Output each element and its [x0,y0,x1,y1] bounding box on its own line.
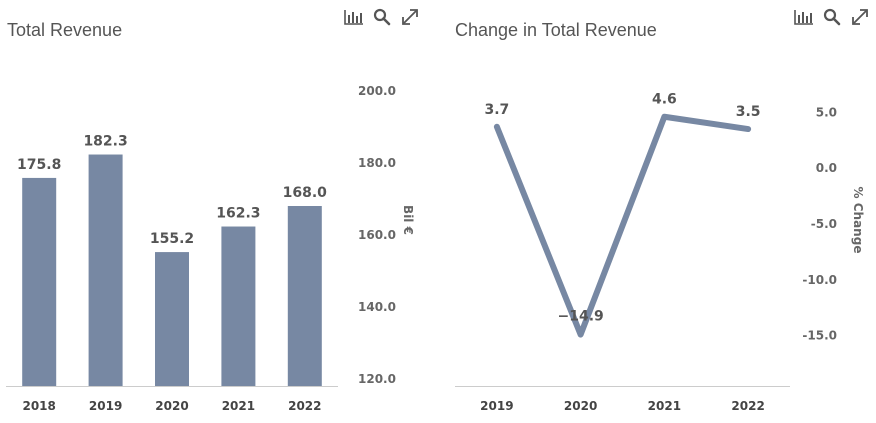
series-line [493,113,752,338]
y-tick-label: -5.0 [811,217,837,231]
chart-toolbar [793,7,871,27]
search-icon[interactable] [821,7,843,27]
y-tick-label: 180.0 [358,156,396,170]
bar-2022 [287,206,322,386]
y-tick-label: 5.0 [816,105,837,119]
change-panel: Change in Total Revenue 3.7 2019 −14.9 2020… [438,0,876,423]
x-tick-2018: 2018 [22,399,55,413]
x-tick-2019: 2019 [480,399,513,413]
x-tick-2020: 2020 [155,399,188,413]
x-tick-2022: 2022 [288,399,321,413]
chart-toolbar [343,7,421,27]
bar-chart-icon[interactable] [343,7,365,27]
y-tick-label: 200.0 [358,84,396,98]
bar-2020 [155,252,189,386]
x-tick-2019: 2019 [89,399,122,413]
y-tick-label: -15.0 [802,329,837,343]
y-axis-label: % Change [851,187,865,254]
data-label-2019: 182.3 [83,134,127,150]
x-tick-2022: 2022 [731,399,764,413]
expand-icon[interactable] [399,7,421,27]
data-label-2020: −14.9 [557,309,603,325]
y-tick-label: 120.0 [358,372,396,386]
total-revenue-panel: Total Revenue 175.8 2018 182.3 2019 155.2 202… [6,7,421,413]
expand-icon[interactable] [849,7,871,27]
chart-title: Change in Total Revenue [455,20,657,40]
bar-chart-icon[interactable] [793,7,815,27]
y-tick-label: 160.0 [358,228,396,242]
x-tick-2021: 2021 [648,399,681,413]
data-label-2021: 162.3 [216,206,260,222]
y-tick-label: -10.0 [802,273,837,287]
data-label-2019: 3.7 [484,102,509,118]
x-tick-2021: 2021 [222,399,255,413]
data-label-2022: 3.5 [736,104,761,120]
y-tick-label: 0.0 [816,161,837,175]
bar-2018 [22,177,57,386]
data-label-2020: 155.2 [150,231,194,247]
bar-2021 [221,226,256,386]
data-label-2021: 4.6 [652,92,677,108]
chart-title: Total Revenue [7,20,123,40]
data-label-2018: 175.8 [17,157,61,173]
bar-chart: 175.8 2018 182.3 2019 155.2 2020 162.3 2021 168.… [6,84,415,413]
line-chart: 3.7 2019 −14.9 2020 4.6 2021 3.5 2022 5.0 0.0 -5.0… [455,92,865,413]
x-tick-2020: 2020 [564,399,597,413]
y-tick-label: 140.0 [358,300,396,314]
y-axis-label: Bil € [401,205,415,235]
search-icon[interactable] [371,7,393,27]
bar-2019 [88,154,123,386]
data-label-2022: 168.0 [283,185,328,201]
